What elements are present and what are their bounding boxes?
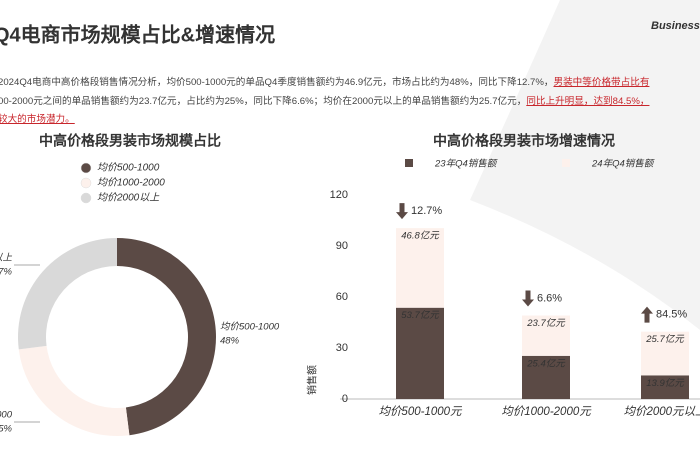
paragraph-line: 较大的市场潜力。 xyxy=(0,111,75,125)
legend-label: 23年Q4销售额 xyxy=(434,158,498,170)
legend-label: 均价500-1000 xyxy=(97,162,160,174)
text-run: 2024Q4电商中高价格段销售情况分析，均价500-1000元的单品Q4季度销售… xyxy=(0,77,554,88)
slice-label: 均价1000-2000 xyxy=(0,410,13,421)
y-tick-label: 90 xyxy=(336,240,348,252)
chart-title: 中高价格段男装市场增速情况 xyxy=(433,133,615,149)
x-tick-label: 均价500-1000元 xyxy=(378,405,463,418)
slice-label: 均价2000以上 xyxy=(0,253,12,264)
y-tick-label: 120 xyxy=(330,189,348,201)
chart-title: 中高价格段男装市场规模占比 xyxy=(39,133,221,149)
slice-value: 48% xyxy=(220,336,240,347)
text-run: 男装中等价格带占比有 xyxy=(553,77,650,88)
background-shape xyxy=(470,0,700,330)
bar-segment xyxy=(641,331,689,376)
x-tick-label: 均价1000-2000元 xyxy=(501,405,592,418)
legend-marker xyxy=(562,159,570,167)
text-run: 较大的市场潜力。 xyxy=(0,114,75,125)
bar-segment xyxy=(522,355,570,399)
growth-label: 12.7% xyxy=(411,205,442,217)
slice-value: 27% xyxy=(0,267,13,278)
bar-value-label: 13.9亿元 xyxy=(646,378,685,389)
legend-marker xyxy=(80,162,92,174)
legend-label: 均价2000以上 xyxy=(97,192,160,204)
x-tick-label: 均价2000元以上 xyxy=(623,405,700,418)
growth-arrow xyxy=(396,203,408,220)
legend-label: 24年Q4销售额 xyxy=(591,158,655,170)
legend-marker xyxy=(80,192,92,204)
bar-value-label: 46.8亿元 xyxy=(401,231,440,242)
pie-slice xyxy=(117,238,217,436)
bar-segment xyxy=(641,375,689,399)
bar-value-label: 53.7亿元 xyxy=(401,310,440,321)
y-tick-label: 30 xyxy=(336,342,348,354)
paragraph-line: 2024Q4电商中高价格段销售情况分析，均价500-1000元的单品Q4季度销售… xyxy=(0,74,649,88)
bar-value-label: 25.4亿元 xyxy=(526,358,566,369)
growth-arrow xyxy=(522,290,534,307)
growth-label: 84.5% xyxy=(656,309,687,321)
legend-label: 均价1000-2000 xyxy=(97,177,165,189)
bar-segment xyxy=(396,228,444,308)
slide-title: Q4电商市场规模占比&增速情况 xyxy=(0,22,275,46)
paragraph-line: 00-2000元之间的单品销售额约为23.7亿元，占比约为25%，同比下降6.6… xyxy=(0,93,649,107)
legend-marker xyxy=(80,177,92,189)
legend-marker xyxy=(405,159,413,167)
slice-value: 25% xyxy=(0,424,13,435)
growth-label: 6.6% xyxy=(537,292,562,304)
brand: Business xyxy=(651,20,700,32)
pie-slice xyxy=(18,345,130,437)
text-run: 00-2000元之间的单品销售额约为23.7亿元，占比约为25%，同比下降6.6… xyxy=(0,95,527,107)
bar-value-label: 23.7亿元 xyxy=(526,318,566,329)
bar-value-label: 25.7亿元 xyxy=(645,334,685,345)
y-tick-label: 60 xyxy=(336,291,348,303)
growth-arrow xyxy=(641,306,653,323)
y-axis-label: 销售额 xyxy=(306,365,319,395)
bar-segment xyxy=(522,315,570,356)
pie-slice xyxy=(17,238,117,350)
slice-label: 均价500-1000 xyxy=(220,322,280,333)
y-tick-label: 0 xyxy=(342,393,348,405)
text-run: 同比上升明显，达到84.5%， xyxy=(526,95,650,107)
bar-segment xyxy=(396,307,444,399)
